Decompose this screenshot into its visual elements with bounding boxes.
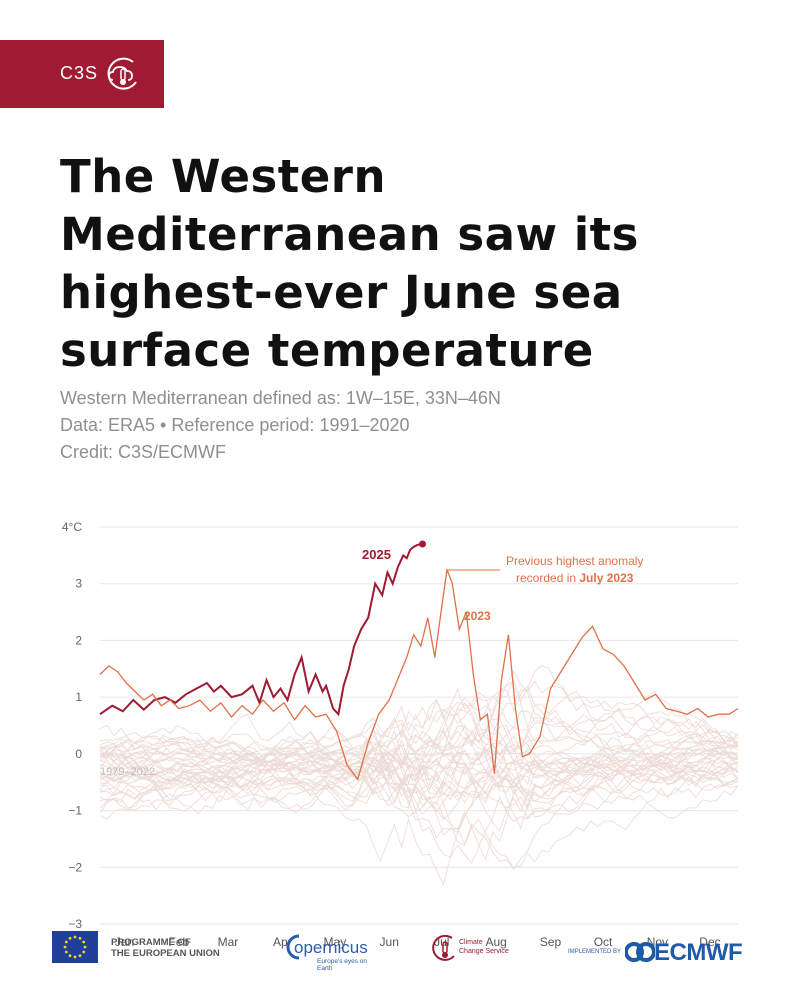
- historical-series-line: [99, 741, 739, 807]
- x-tick-label: Oct: [594, 935, 613, 949]
- y-tick-label: −1: [68, 804, 82, 818]
- historical-series-line: [99, 709, 739, 803]
- y-tick-label: 0: [75, 747, 82, 761]
- ecmwf-logo: IMPLEMENTED BY ECMWF: [568, 938, 753, 968]
- x-tick-label: Feb: [169, 935, 190, 949]
- x-tick-label: Mar: [218, 935, 239, 949]
- historical-series-line: [99, 699, 739, 807]
- eu-line1: PROGRAMME OF: [111, 937, 191, 948]
- annotation-previous-high-line1: Previous highest anomaly: [506, 554, 643, 568]
- annotation-line2-prefix: recorded in: [516, 571, 579, 585]
- series-line-2025: [99, 543, 423, 717]
- c3s-footer-logo: Climate Change Service: [432, 932, 522, 968]
- data-source: Data: ERA5 • Reference period: 1991–2020: [60, 415, 410, 435]
- ecmwf-name: ECMWF: [654, 939, 743, 966]
- x-tick-label: Jan: [115, 935, 134, 949]
- cloud-thermometer-icon: [107, 57, 137, 90]
- annotation-previous-high-line2: recorded in July 2023: [516, 571, 634, 585]
- annotation-2025: 2025: [362, 547, 391, 562]
- historical-series-line: [99, 739, 739, 886]
- copernicus-tagline: Europe's eyes on Earth: [317, 958, 368, 972]
- historical-series-line: [99, 670, 739, 802]
- badge-label: C3S: [60, 63, 99, 83]
- y-tick-label: 1: [75, 690, 82, 704]
- ecmwf-swirl-icon: [625, 942, 655, 962]
- y-tick-label: −2: [68, 860, 82, 874]
- historical-series-line: [99, 665, 739, 815]
- historical-series-line: [99, 723, 739, 818]
- historical-series-line: [99, 678, 739, 795]
- implemented-by: IMPLEMENTED BY: [568, 949, 622, 955]
- eu-flag-icon: [52, 931, 98, 963]
- copernicus-name: opernicus: [294, 938, 368, 957]
- annotation-2023: 2023: [464, 609, 491, 623]
- region-definition: Western Mediterranean defined as: 1W–15E…: [60, 388, 501, 408]
- annotation-line2-bold: July 2023: [579, 571, 633, 585]
- copernicus-c-icon: [286, 934, 300, 960]
- x-tick-label: Aug: [485, 935, 506, 949]
- historical-series-line: [99, 751, 739, 869]
- y-tick-label: 3: [75, 577, 82, 591]
- annotation-historical-range: 1979–2022: [100, 766, 155, 778]
- historical-series-line: [99, 680, 739, 763]
- c3s-footer-line1: Climate: [459, 939, 483, 946]
- eu-line2: THE EUROPEAN UNION: [111, 948, 220, 959]
- page-title: The Western Mediterranean saw its highes…: [60, 150, 639, 377]
- x-tick-label: May: [324, 935, 347, 949]
- y-tick-label: 4°C: [62, 520, 82, 534]
- series-line-2023: [99, 569, 739, 781]
- historical-series-line: [99, 719, 739, 793]
- historical-series-line: [99, 713, 739, 837]
- x-tick-label: Dec: [699, 935, 720, 949]
- historical-series-line: [99, 726, 739, 774]
- historical-series-line: [99, 708, 739, 791]
- x-tick-label: Jun: [380, 935, 399, 949]
- historical-series-line: [99, 729, 739, 861]
- historical-series-line: [99, 747, 739, 804]
- historical-series-line: [99, 753, 739, 818]
- c3s-footer-line2: Change Service: [459, 948, 509, 955]
- y-tick-label: 2: [75, 633, 82, 647]
- c3s-thermometer-icon: [432, 934, 455, 961]
- y-tick-label: −3: [68, 917, 82, 931]
- historical-series-line: [99, 737, 739, 801]
- eu-logo: PROGRAMME OF THE EUROPEAN UNION: [52, 931, 222, 965]
- c3s-badge: C3S: [0, 40, 164, 108]
- series-2025-end-point: [419, 540, 427, 548]
- copernicus-logo: opernicus Europe's eyes on Earth: [283, 930, 383, 972]
- x-tick-label: Sep: [540, 935, 562, 949]
- credit: Credit: C3S/ECMWF: [60, 442, 227, 462]
